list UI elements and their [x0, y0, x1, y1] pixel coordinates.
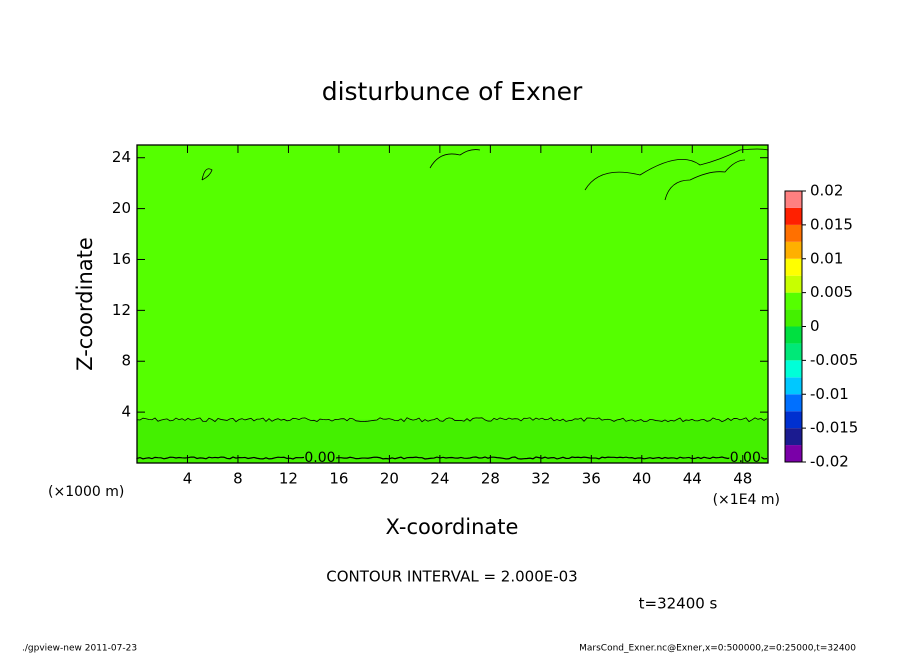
colorbar-band [785, 275, 802, 293]
plot-frame [136, 144, 769, 464]
contour-line [136, 456, 768, 460]
colorbar-band [785, 309, 802, 327]
colorbar-tick-label: 0.015 [810, 215, 853, 233]
colorbar-band [785, 377, 802, 395]
contour-line [429, 149, 481, 169]
bottom-band [137, 419, 768, 463]
colorbar-tick-label: 0 [810, 317, 820, 335]
colorbar-tick-label: 0.005 [810, 283, 853, 301]
x-tick-label: 20 [380, 470, 399, 488]
x-tick-label: 4 [183, 470, 193, 488]
colorbar-band [785, 428, 802, 446]
colorbar-tick-label: -0.005 [810, 351, 858, 369]
x-axis-label: X-coordinate [386, 515, 519, 539]
contour-line [584, 148, 769, 191]
x-tick-label: 8 [233, 470, 243, 488]
x-tick-label: 24 [430, 470, 449, 488]
contour-interval: CONTOUR INTERVAL = 2.000E-03 [326, 568, 577, 586]
x-unit: (×1E4 m) [713, 492, 780, 508]
contour-line [136, 417, 768, 423]
y-tick-label: 16 [112, 250, 131, 268]
colorbar-band [785, 292, 802, 310]
colorbar-band [785, 394, 802, 412]
x-tick-label: 28 [481, 470, 500, 488]
colorbar-band [785, 207, 802, 225]
x-tick-label: 40 [632, 470, 651, 488]
contour-line [201, 168, 213, 181]
colorbar-tick-label: -0.015 [810, 419, 858, 437]
colorbar-band [785, 224, 802, 242]
field [137, 145, 768, 463]
contour-label-bg [729, 451, 762, 463]
x-tick-label: 44 [683, 470, 702, 488]
colorbar-tick-label: 0.01 [810, 249, 843, 267]
colorbar-band [785, 411, 802, 429]
time-label: t=32400 s [639, 595, 718, 613]
contour-line [664, 159, 746, 201]
contour-label: 0.00 [730, 450, 761, 466]
y-tick-label: 12 [112, 301, 131, 319]
x-tick-label: 16 [329, 470, 348, 488]
footer-right: MarsCond_Exner.nc@Exner,x=0:500000,z=0:2… [579, 644, 856, 654]
y-tick-label: 20 [112, 199, 131, 217]
colorbar-tick-label: -0.02 [810, 453, 849, 471]
colorbar-tick-label: -0.01 [810, 385, 849, 403]
contour-label: 0.00 [304, 450, 335, 466]
chart-title: disturbunce of Exner [322, 77, 583, 106]
x-tick-label: 48 [733, 470, 752, 488]
colorbar-band [785, 241, 802, 259]
colorbar-band [785, 343, 802, 361]
y-axis-label: Z-coordinate [73, 237, 97, 371]
colorbar-band [785, 258, 802, 276]
colorbar-band [785, 445, 802, 462]
colorbar-band [785, 191, 802, 208]
contour-label-bg [303, 451, 336, 463]
y-tick-label: 24 [112, 148, 131, 166]
y-tick-label: 4 [121, 403, 131, 421]
colorbar-band [785, 326, 802, 344]
footer-left: ./gpview-new 2011-07-23 [22, 644, 137, 654]
x-tick-label: 12 [279, 470, 298, 488]
colorbar-tick-label: 0.02 [810, 182, 843, 200]
y-tick-label: 8 [121, 352, 131, 370]
x-tick-label: 36 [582, 470, 601, 488]
colorbar-band [785, 360, 802, 378]
y-unit: (×1000 m) [48, 484, 124, 500]
x-tick-label: 32 [531, 470, 550, 488]
